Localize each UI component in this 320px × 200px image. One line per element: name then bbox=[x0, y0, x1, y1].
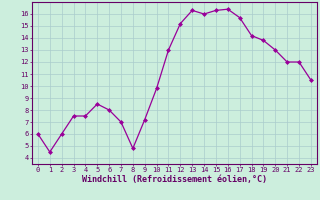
X-axis label: Windchill (Refroidissement éolien,°C): Windchill (Refroidissement éolien,°C) bbox=[82, 175, 267, 184]
